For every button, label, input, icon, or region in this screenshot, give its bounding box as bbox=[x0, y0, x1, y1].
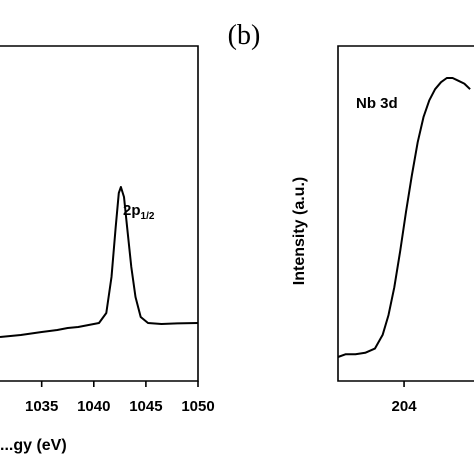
left-x-ticks: 1035 1040 1045 1050 bbox=[25, 381, 215, 415]
right-y-axis-title: Intensity (a.u.) bbox=[291, 177, 308, 285]
right-panel-annotation: Nb 3d bbox=[356, 95, 398, 112]
left-peak-annotation: 2p1/2 bbox=[123, 202, 155, 222]
x-tick-label: 1045 bbox=[129, 398, 162, 415]
left-plot-frame bbox=[0, 45, 199, 382]
left-x-axis-title: ...gy (eV) bbox=[0, 437, 67, 454]
panel-label: (b) bbox=[228, 20, 261, 51]
x-tick-label: 204 bbox=[392, 398, 418, 415]
right-x-ticks: 204 bbox=[392, 381, 418, 415]
chart-left: 1035 1040 1045 1050 2p1/2 ...gy (eV) bbox=[0, 45, 215, 454]
x-tick-label: 1035 bbox=[25, 398, 58, 415]
x-tick-label: 1040 bbox=[77, 398, 110, 415]
right-series-line bbox=[337, 77, 471, 358]
x-tick-label: 1050 bbox=[181, 398, 214, 415]
chart-right: 204 Nb 3d Intensity (a.u.) bbox=[291, 45, 474, 415]
right-plot-frame bbox=[337, 45, 474, 382]
left-series-line bbox=[0, 186, 199, 338]
